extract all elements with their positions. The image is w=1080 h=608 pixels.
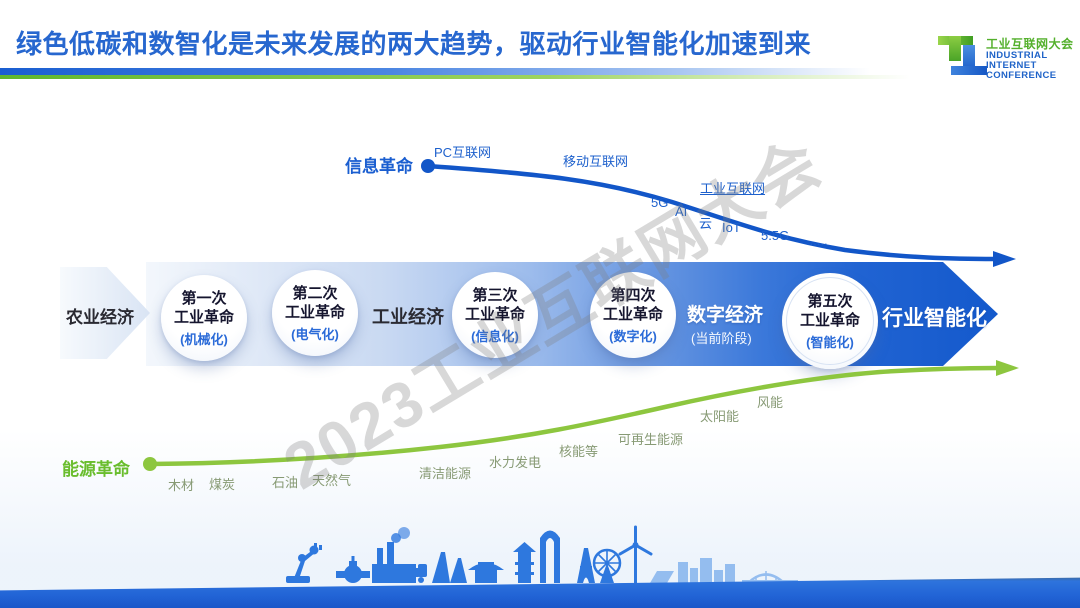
- page-title: 绿色低碳和数智化是未来发展的两大趋势，驱动行业智能化加速到来: [16, 29, 812, 59]
- energy-revolution-label: 能源革命: [62, 460, 130, 479]
- revolution-note: (机械化): [180, 331, 228, 347]
- revolution-note: (信息化): [471, 328, 519, 344]
- revolution-line2: 工业革命: [464, 306, 525, 323]
- robot-arm-icon: [286, 543, 322, 583]
- logo-en-line: CONFERENCE: [986, 70, 1057, 81]
- logo-en-line: INDUSTRIAL: [986, 50, 1048, 61]
- era-industry-label: 工业经济: [372, 307, 444, 327]
- blue-curve-dot: [421, 159, 435, 173]
- revolution-line2: 工业革命: [173, 309, 234, 326]
- title-divider-blue: [0, 68, 870, 75]
- era-agriculture-label: 农业经济: [66, 308, 134, 327]
- revolution-circle-1: 第一次 工业革命 (机械化): [161, 275, 247, 361]
- milestone-wind: 风能: [757, 395, 784, 410]
- milestone-renewable: 可再生能源: [618, 432, 684, 447]
- solar-panel-icon: [650, 571, 674, 583]
- milestone-wood: 木材: [168, 478, 195, 493]
- milestone-industrial-internet: 工业互联网: [700, 181, 766, 196]
- revolution-line2: 工业革命: [602, 306, 663, 323]
- wind-turbine-icon: [618, 525, 653, 583]
- milestone-oil: 石油: [272, 475, 299, 490]
- logo-mark-icon: [951, 66, 987, 75]
- revolution-line1: 第三次: [472, 287, 518, 305]
- milestone-5-5g: 5.5G: [761, 228, 790, 243]
- gate-building-icon: [540, 530, 560, 583]
- target-label: 行业智能化: [882, 307, 987, 330]
- milestone-hydro-power: 水力发电: [489, 455, 542, 470]
- revolution-line1: 第四次: [610, 287, 656, 305]
- milestone-ai: AI: [675, 204, 688, 219]
- revolution-circle-4: 第四次 工业革命 (数字化): [590, 272, 676, 358]
- revolution-line2: 工业革命: [799, 312, 860, 329]
- blue-curve-arrow-icon: [993, 251, 1016, 267]
- conference-logo: 工业互联网大会 INDUSTRIAL INTERNET CONFERENCE: [930, 30, 1080, 85]
- cooling-towers-icon: [432, 552, 467, 583]
- city-skyline: [286, 525, 798, 584]
- revolution-note: (电气化): [291, 326, 339, 342]
- truck-icon: [400, 564, 427, 583]
- revolution-line2: 工业革命: [284, 304, 345, 321]
- revolution-line1: 第二次: [292, 285, 338, 303]
- revolution-circle-5: 第五次 工业革命 (智能化): [782, 273, 878, 369]
- revolution-note: (智能化): [806, 334, 854, 350]
- milestone-5g: 5G: [651, 195, 669, 210]
- buildings-icon: [678, 558, 735, 583]
- revolution-line1: 第五次: [807, 293, 853, 311]
- revolution-line1: 第一次: [181, 290, 227, 308]
- milestone-ellipsis: ......: [806, 233, 828, 248]
- milestone-solar: 太阳能: [700, 409, 740, 424]
- milestone-clean-energy: 清洁能源: [419, 466, 472, 481]
- milestone-nuclear: 核能等: [559, 444, 599, 459]
- milestone-mobile-internet: 移动互联网: [563, 154, 629, 169]
- tower-icon: [577, 548, 595, 583]
- title-divider-green: [0, 75, 910, 79]
- logo-mark-icon: [949, 36, 961, 61]
- milestone-iot: IoT: [722, 220, 741, 235]
- milestone-pc-internet: PC互联网: [434, 145, 492, 160]
- digital-economy-label: 数字经济: [687, 305, 764, 326]
- logo-cn-name: 工业互联网大会: [986, 37, 1074, 51]
- revolution-circle-2: 第二次 工业革命 (电气化): [272, 270, 358, 356]
- milestone-cloud: 云: [699, 216, 713, 231]
- digital-economy-note: (当前阶段): [691, 331, 752, 346]
- logo-mark-icon: [963, 45, 975, 71]
- info-revolution-label: 信息革命: [345, 157, 413, 176]
- revolution-circle-3: 第三次 工业革命 (信息化): [452, 272, 538, 358]
- milestone-natural-gas: 天然气: [312, 473, 352, 488]
- green-curve-arrow-icon: [996, 360, 1019, 376]
- pipeline-valve-icon: [336, 556, 370, 583]
- ferris-wheel-icon: [592, 548, 622, 583]
- logo-en-line: INTERNET: [986, 60, 1037, 71]
- pagoda-tower-icon: [513, 542, 536, 583]
- revolution-note: (数字化): [609, 328, 657, 344]
- milestone-coal: 煤炭: [209, 477, 236, 492]
- temple-icon: [468, 562, 504, 583]
